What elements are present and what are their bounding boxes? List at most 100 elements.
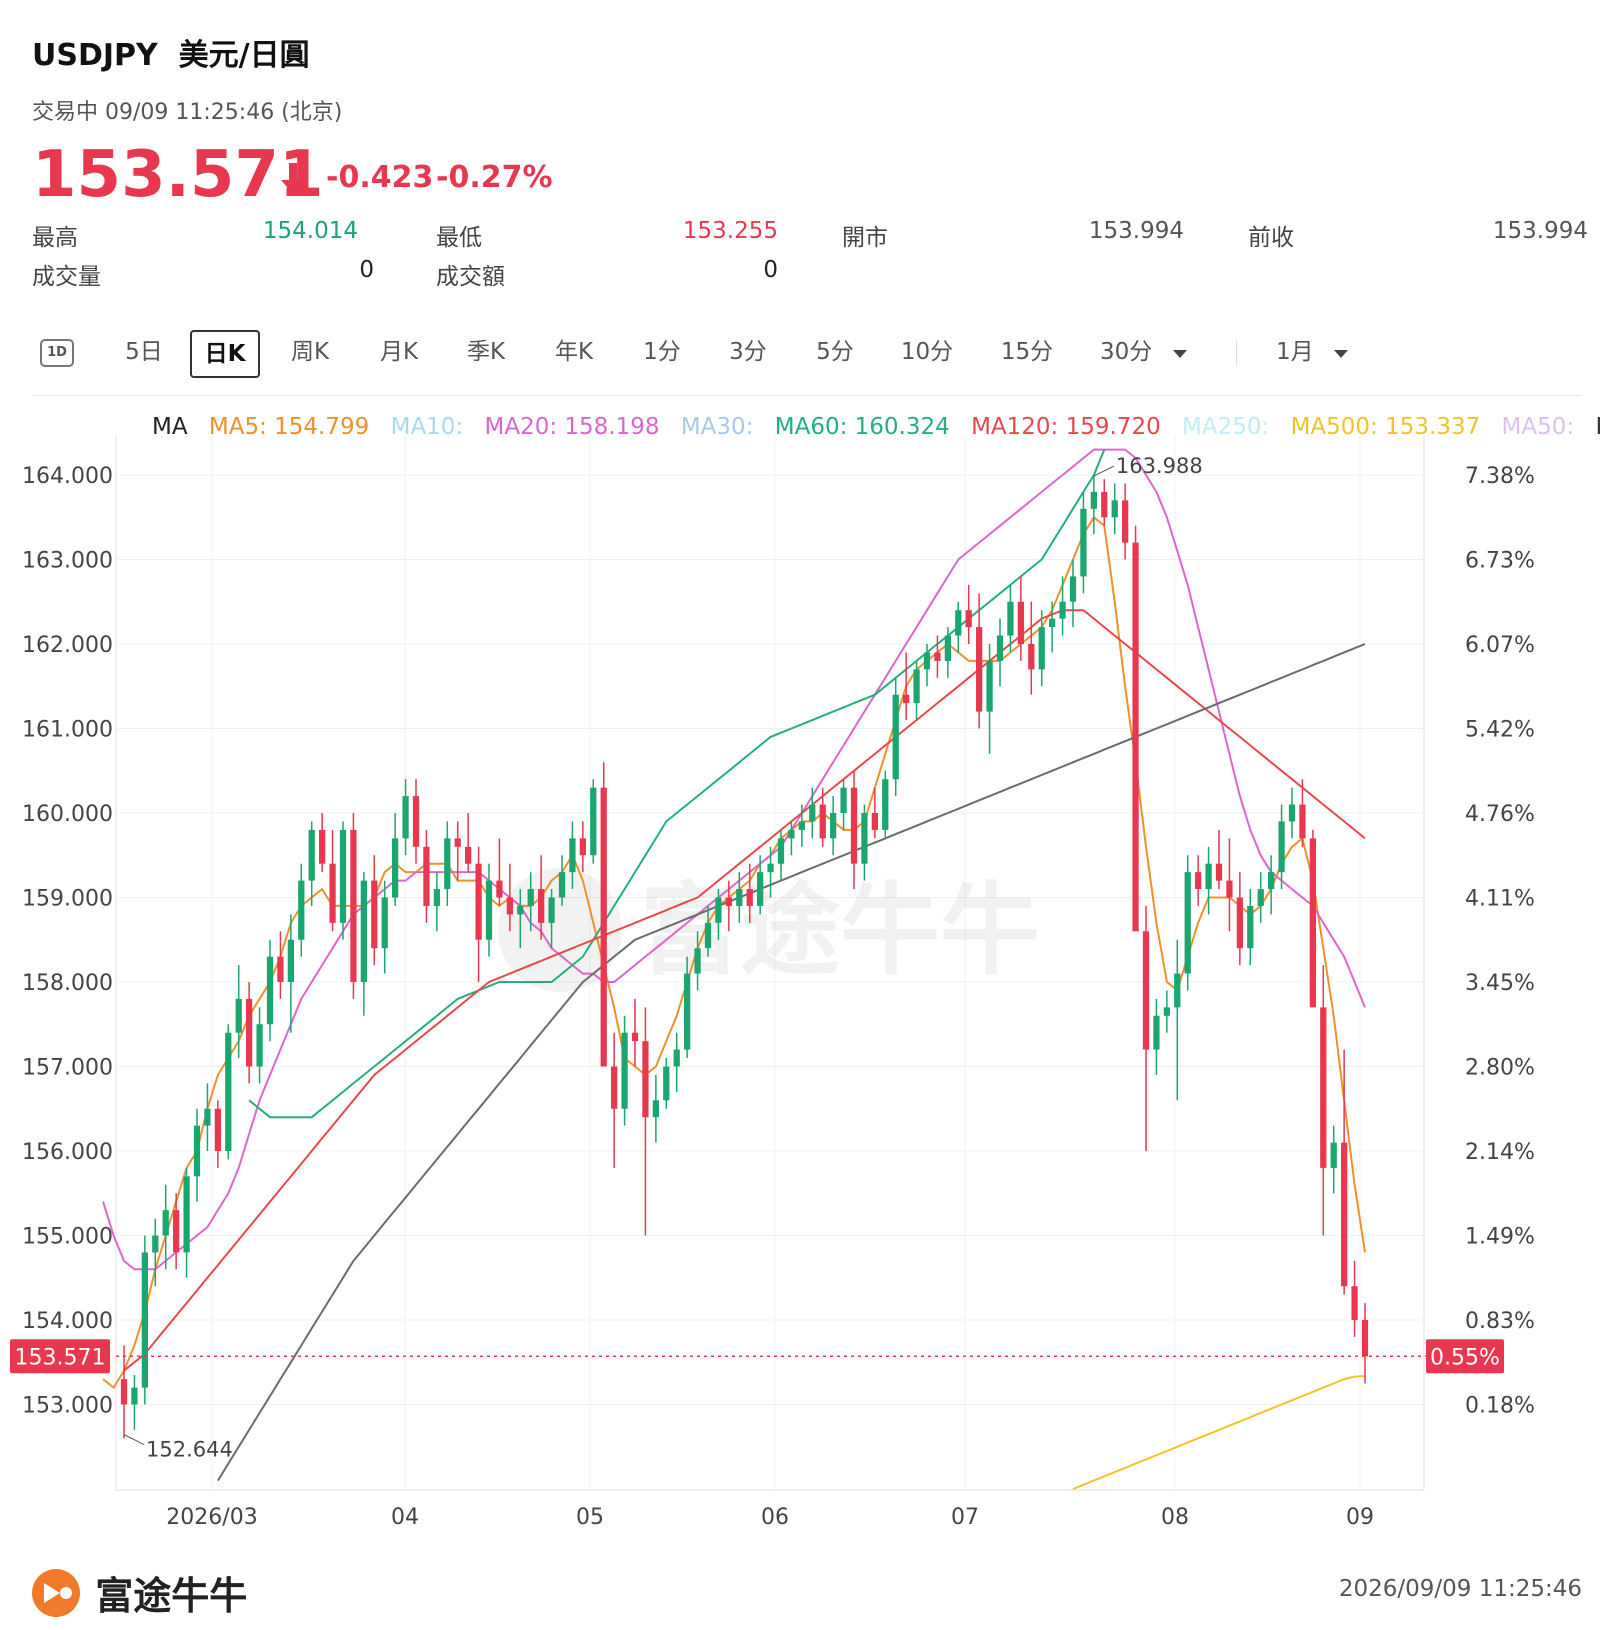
candle-body	[725, 897, 732, 906]
candle-body	[621, 1032, 628, 1109]
candle-body	[527, 889, 534, 906]
candle-body	[1226, 880, 1233, 898]
candle-body	[371, 880, 378, 949]
candle-body	[715, 897, 722, 923]
candle-body	[1247, 905, 1254, 949]
candle-body	[193, 1125, 201, 1177]
y-tick-label: 164.000	[22, 464, 113, 489]
candle-body	[1142, 931, 1150, 1050]
candle-body	[287, 939, 294, 982]
candle-body	[1090, 491, 1097, 509]
candle-body	[569, 838, 576, 873]
tab-15min[interactable]: 15分	[1000, 339, 1054, 365]
candle-body	[1184, 872, 1191, 974]
candlestick-chart[interactable]: 164.000 7.38% 163.000 6.73% 162.000 6.07% 161.…	[0, 380, 1600, 1550]
candle-body	[798, 821, 805, 830]
candle-body	[131, 1387, 138, 1405]
y-tick-label: 163.000	[22, 549, 113, 574]
candle-body	[746, 889, 753, 906]
candle-body	[611, 1066, 618, 1109]
tab-monthly-k[interactable]: 月K	[379, 339, 419, 365]
tab-divider	[1236, 340, 1237, 366]
symbol: USDJPY	[32, 38, 158, 73]
candle-body	[1101, 491, 1108, 518]
candle-body	[475, 863, 482, 940]
x-tick-label: 08	[1161, 1505, 1189, 1530]
candle-body	[777, 838, 785, 864]
tab-5min[interactable]: 5分	[816, 339, 854, 365]
candle-body	[339, 829, 347, 923]
tab-10min[interactable]: 10分	[900, 339, 954, 365]
candle-body	[1236, 897, 1243, 949]
y-tick-label: 159.000	[22, 887, 113, 912]
volume-label: 成交量	[32, 264, 101, 290]
candle-body	[266, 956, 274, 1025]
candle-body	[861, 813, 868, 864]
candle-body	[1059, 601, 1066, 619]
candle-body	[329, 863, 336, 923]
ma-line-ma120	[123, 609, 1366, 1372]
page-title: USDJPY 美元/日圓	[32, 30, 310, 74]
tab-1min[interactable]: 1分	[643, 339, 681, 365]
candle-body	[1080, 508, 1087, 577]
tab-5day[interactable]: 5日	[125, 339, 163, 365]
candle-body	[903, 694, 910, 704]
candle-body	[631, 1032, 639, 1042]
tab-1month-dropdown[interactable]: 1月	[1276, 330, 1366, 374]
candle-body	[892, 694, 899, 780]
right-tick-label: 6.07%	[1465, 633, 1535, 658]
candle-body	[444, 838, 451, 890]
candle-body	[246, 998, 253, 1067]
tab-yearly-k[interactable]: 年K	[554, 339, 594, 365]
ma60-legend: MA60: 160.324	[774, 414, 950, 440]
candle-body	[1320, 1007, 1327, 1168]
ma-legend: MA MA5: 154.799 MA10: MA20: 158.198 MA30…	[152, 414, 1600, 440]
candle-body	[319, 829, 326, 864]
turnover-label: 成交額	[436, 264, 505, 290]
tab-daily-k[interactable]: 日K	[190, 330, 260, 378]
candle-body	[173, 1210, 180, 1253]
candle-body	[1122, 500, 1129, 543]
turnover-value: 0	[763, 257, 778, 283]
open-value: 153.994	[1088, 218, 1184, 244]
candle-body	[830, 813, 837, 839]
candle-body	[1299, 804, 1306, 839]
candle-body	[277, 956, 284, 982]
candle-body	[1351, 1286, 1358, 1320]
candle-body	[162, 1210, 169, 1236]
chart-grid: 164.000 7.38% 163.000 6.73% 162.000 6.07% 161.…	[22, 435, 1535, 1530]
ma-line-ma500	[1072, 1375, 1366, 1490]
candle-body	[308, 829, 315, 881]
candle-body	[381, 897, 388, 949]
candle-body	[694, 948, 701, 974]
candle-body	[986, 660, 993, 712]
candle-body	[850, 787, 858, 864]
prev-close-label: 前收	[1248, 225, 1294, 251]
tab-30min-dropdown[interactable]: 30分	[1100, 330, 1210, 374]
candle-body	[1163, 1007, 1170, 1016]
candle-body	[736, 889, 743, 906]
candle-body	[402, 796, 409, 839]
high-value: 154.014	[262, 218, 358, 244]
candle-body	[120, 1379, 128, 1405]
ma20-legend: MA20: 158.198	[484, 414, 660, 440]
candle-body	[913, 669, 920, 704]
volume-value: 0	[359, 257, 374, 283]
candle-body	[642, 1041, 649, 1118]
candle-body	[1174, 973, 1181, 1008]
tab-1d[interactable]: 1D	[40, 339, 74, 367]
candle-body	[1038, 627, 1045, 670]
tab-quarterly-k[interactable]: 季K	[466, 339, 506, 365]
instrument-name: 美元/日圓	[178, 38, 310, 73]
candle-body	[600, 787, 607, 1067]
footer-timestamp: 2026/09/09 11:25:46	[1338, 1576, 1582, 1602]
current-pct-label: 0.55%	[1430, 1345, 1500, 1370]
candle-body	[663, 1066, 670, 1101]
tab-weekly-k[interactable]: 周K	[290, 339, 330, 365]
low-value: 153.255	[682, 218, 778, 244]
right-tick-label: 6.73%	[1465, 549, 1535, 574]
price-change: -0.423	[326, 160, 434, 195]
tab-3min[interactable]: 3分	[729, 339, 767, 365]
candle-body	[1017, 601, 1024, 644]
candle-body	[1111, 500, 1118, 518]
